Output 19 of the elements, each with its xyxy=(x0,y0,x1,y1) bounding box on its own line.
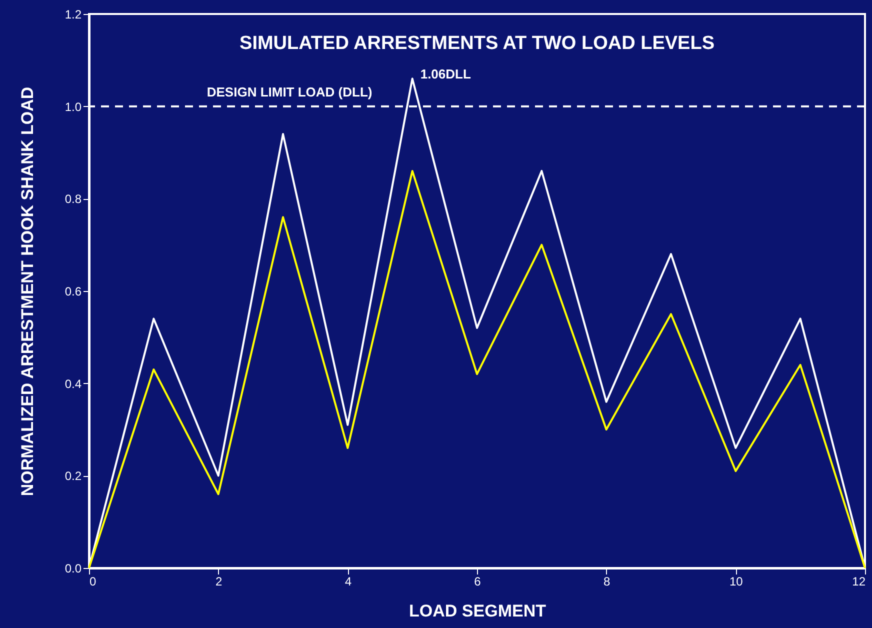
x-tick-label: 2 xyxy=(215,574,222,588)
x-tick-label: 6 xyxy=(474,574,482,588)
annotation: 1.06DLL xyxy=(420,66,471,82)
x-tick-label: 10 xyxy=(729,574,744,588)
y-tick-label: 0.0 xyxy=(64,562,82,576)
y-axis-title: NORMALIZED ARRESTMENT HOOK SHANK LOAD xyxy=(18,86,37,496)
text: SIMULATED ARRESTMENTS AT TWO LOAD LEVELS xyxy=(240,33,714,54)
y-tick-label: 0.6 xyxy=(64,284,82,298)
x-tick-label: 12 xyxy=(852,574,866,588)
x-axis-title: LOAD SEGMENT xyxy=(409,602,547,620)
y-tick-label: 0.4 xyxy=(64,376,82,391)
y-tick-label: 1.0 xyxy=(64,100,82,114)
ref-line-label: DESIGN LIMIT LOAD (DLL) xyxy=(206,84,372,100)
y-tick-label: 0.8 xyxy=(64,192,82,206)
x-tick-label: 8 xyxy=(603,574,610,588)
x-tick-label: 4 xyxy=(344,574,352,588)
y-tick-label: 0.2 xyxy=(64,469,82,484)
y-tick-label: 1.2 xyxy=(64,8,82,22)
x-tick-label: 0 xyxy=(90,574,96,588)
